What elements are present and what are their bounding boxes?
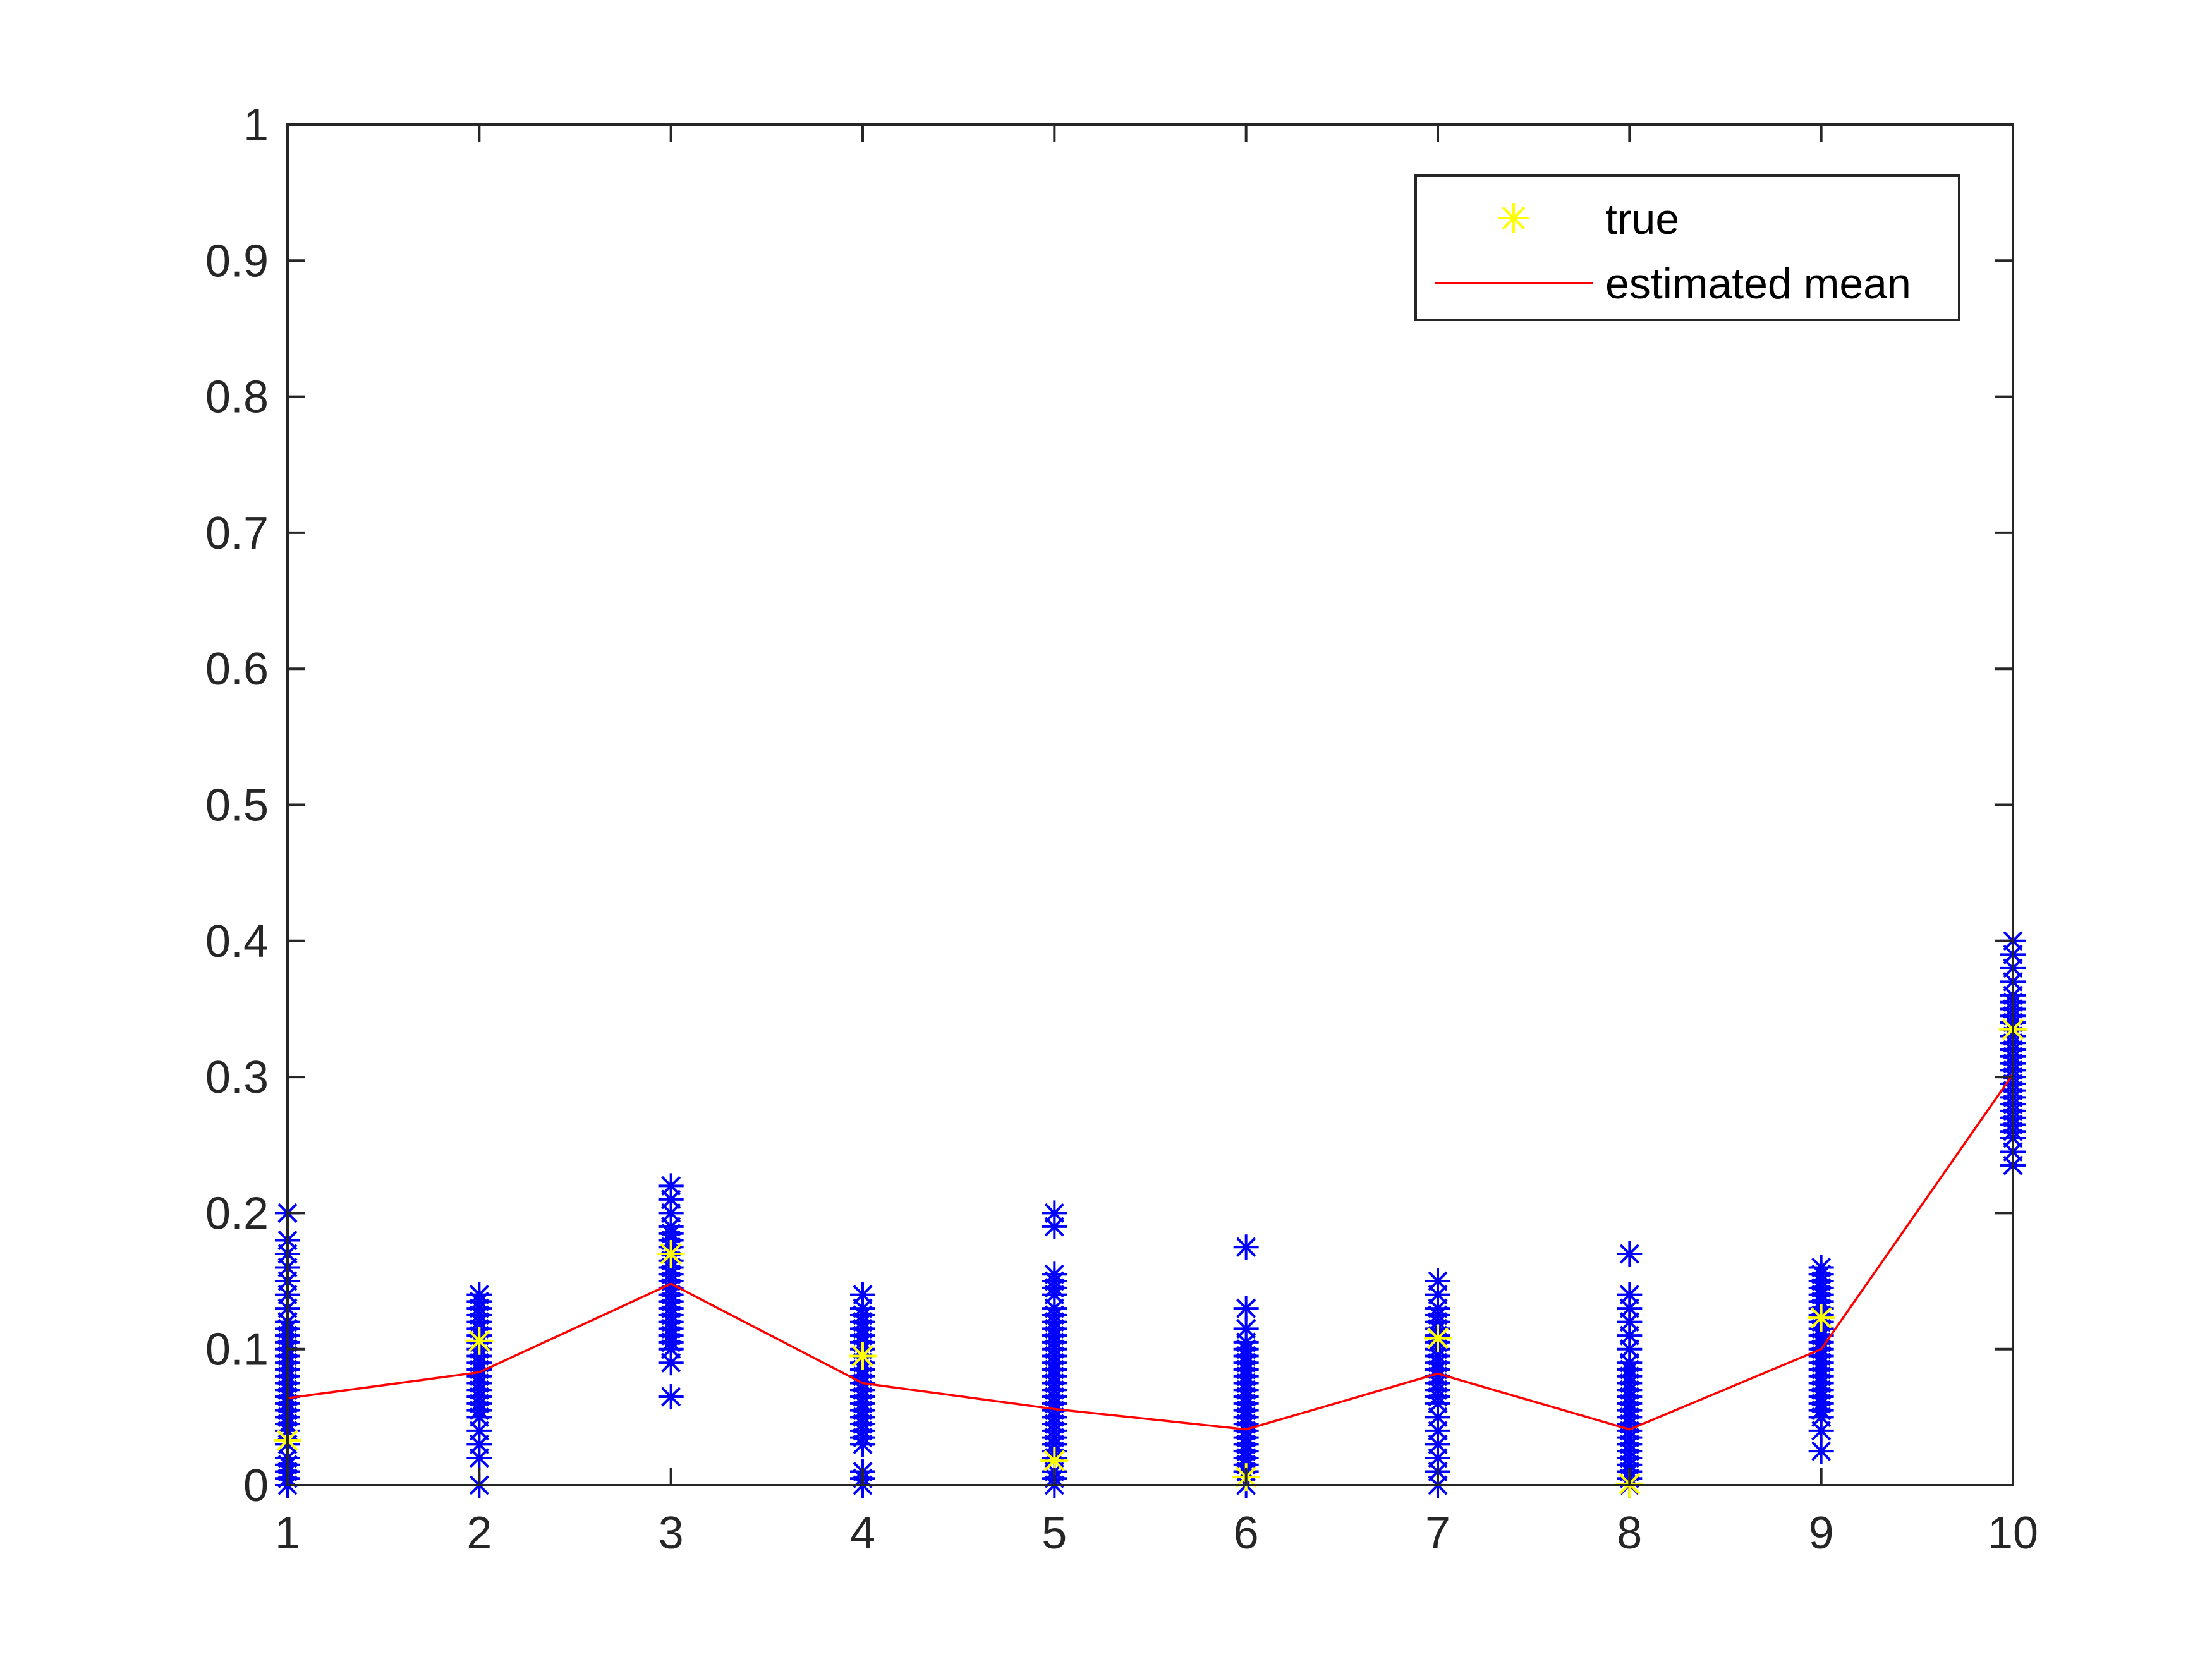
y-tick-labels: 0 0.1 0.2 0.3 0.4 0.5 0.6 0.7 0.8 0.9 1 (205, 100, 269, 1511)
x-tick-labels: 1 2 3 4 5 6 7 8 9 10 (275, 1508, 2038, 1559)
estimated-mean-series (287, 1073, 2014, 1431)
y-tick-label: 0.4 (205, 916, 269, 967)
x-tick-label: 9 (1809, 1508, 1834, 1559)
true-point (465, 1327, 494, 1355)
y-tick-label: 0.6 (205, 644, 269, 695)
sample-point (1233, 1296, 1259, 1322)
x-tick-label: 8 (1617, 1508, 1642, 1559)
y-tick-label: 0.3 (205, 1052, 269, 1103)
true-point (1040, 1447, 1069, 1475)
sample-point (1233, 1234, 1259, 1260)
estimated-mean-line (287, 1073, 2014, 1431)
true-point (1807, 1304, 1835, 1332)
plot-area (288, 125, 2013, 1485)
y-tick-label: 0.7 (205, 508, 269, 559)
y-tick-label: 0.5 (205, 781, 269, 831)
sample-point (1042, 1261, 1067, 1287)
legend-estimated-mean-label: estimated mean (1605, 260, 1911, 308)
true-point (1424, 1324, 1452, 1352)
x-tick-label: 10 (1988, 1508, 2038, 1559)
x-tick-label: 5 (1042, 1508, 1067, 1559)
y-tick-label: 1 (243, 100, 269, 150)
axis-ticks (286, 123, 2014, 1486)
sample-point (1617, 1241, 1643, 1267)
x-tick-label: 3 (659, 1508, 684, 1559)
legend-box (1414, 174, 1960, 321)
x-tick-label: 7 (1425, 1508, 1450, 1559)
sample-point (1042, 1200, 1067, 1226)
x-tick-label: 2 (466, 1508, 492, 1559)
y-tick-label: 0 (243, 1461, 269, 1511)
sample-point (466, 1282, 492, 1308)
legend-true-marker (1498, 203, 1529, 233)
legend-true-asterisk (1498, 203, 1529, 233)
sample-point (1808, 1255, 1834, 1280)
y-tick-label: 0.1 (205, 1325, 269, 1375)
axes-box (286, 123, 2014, 1486)
legend: true estimated mean (1414, 174, 1960, 321)
x-tick-label: 4 (850, 1508, 875, 1559)
y-tick-label: 0.2 (205, 1188, 269, 1239)
sample-point (1617, 1282, 1643, 1308)
y-tick-label: 0.9 (205, 236, 269, 286)
legend-true-label: true (1605, 195, 1679, 243)
sample-point (658, 1384, 684, 1410)
true-point (849, 1342, 877, 1370)
x-tick-label: 6 (1234, 1508, 1259, 1559)
sample-point (850, 1282, 875, 1308)
true-point (657, 1239, 685, 1268)
y-tick-label: 0.8 (205, 372, 269, 423)
sample-point (658, 1173, 684, 1199)
x-tick-label: 1 (275, 1508, 300, 1559)
sample-point (1425, 1268, 1450, 1294)
